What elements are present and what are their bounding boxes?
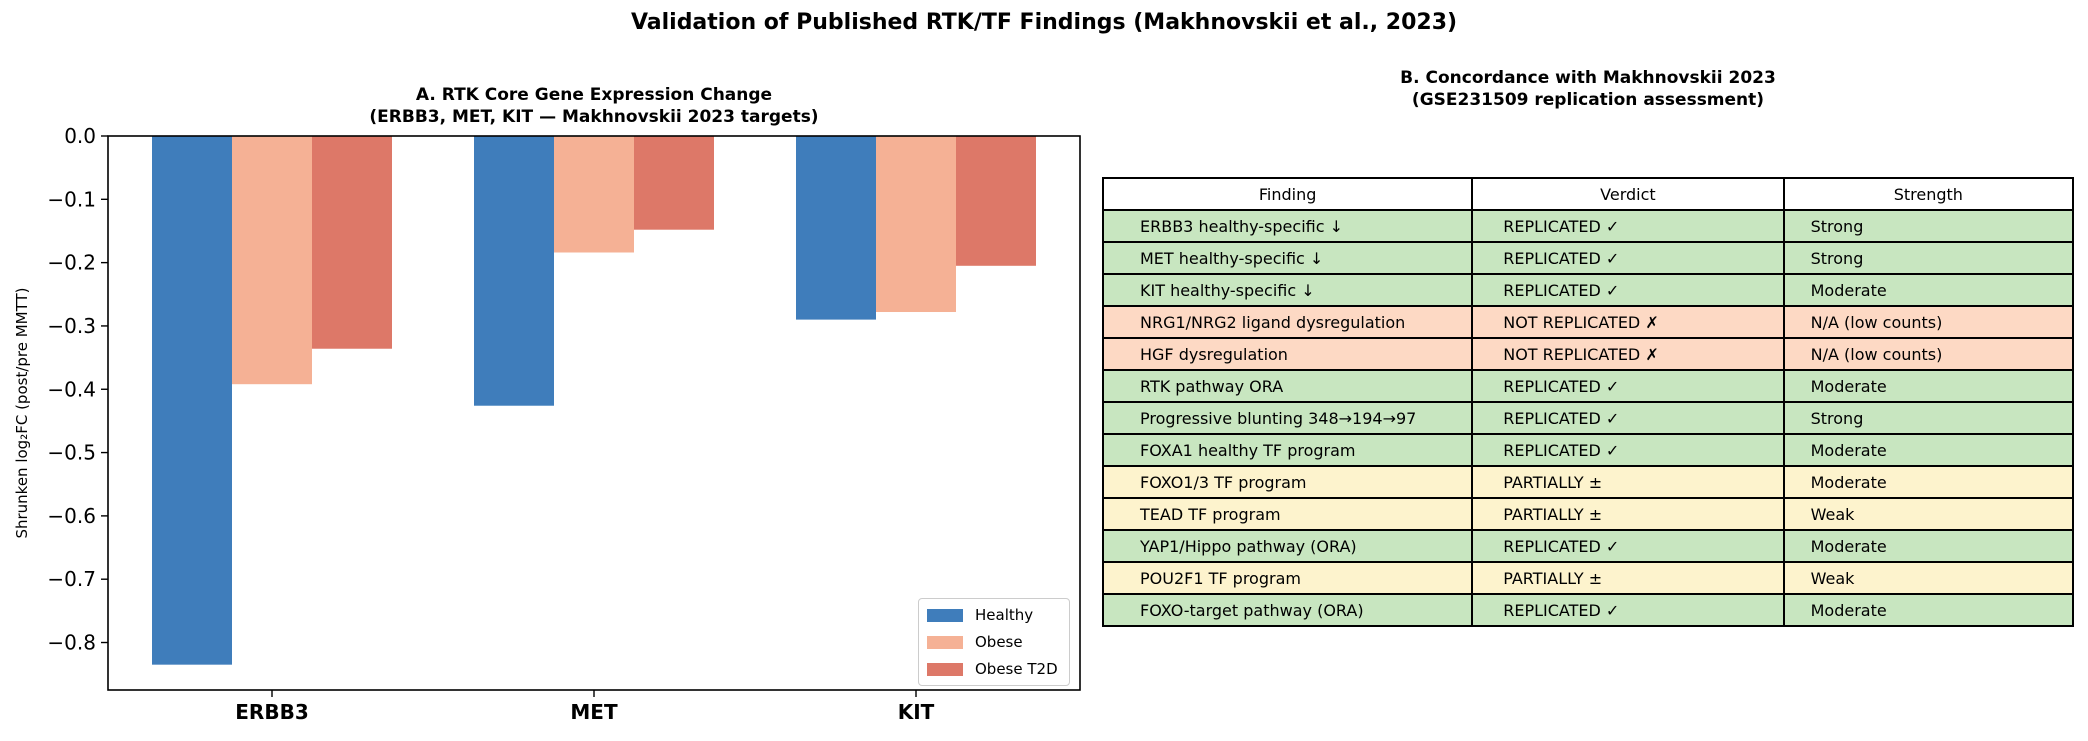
y-tick-label: −0.7 (47, 567, 96, 591)
table-row: FOXO-target pathway (ORA) REPLICATED ✓ Mod… (1101, 593, 2075, 627)
finding-cell: FOXO-target pathway (ORA) (1101, 593, 1474, 627)
table-row: NRG1/NRG2 ligand dysregulation NOT REPLIC… (1101, 305, 2075, 339)
verdict-cell: NOT REPLICATED ✗ (1471, 305, 1785, 339)
table-row: KIT healthy-specific ↓ REPLICATED ✓ Modera… (1101, 273, 2075, 307)
verdict-cell: PARTIALLY ± (1471, 497, 1785, 531)
strength-cell: Weak (1782, 561, 2075, 595)
table-row: Progressive blunting 348→194→97 REPLICATE… (1101, 401, 2075, 435)
table-row: YAP1/Hippo pathway (ORA) REPLICATED ✓ Mode… (1101, 529, 2075, 563)
strength-cell: Moderate (1782, 273, 2075, 307)
panel-a-title-line1: A. RTK Core Gene Expression Change (415, 85, 773, 105)
verdict-cell: REPLICATED ✓ (1471, 401, 1785, 435)
figure-title: Validation of Published RTK/TF Findings … (630, 10, 1458, 35)
finding-cell: NRG1/NRG2 ligand dysregulation (1101, 305, 1474, 339)
y-tick-label: −0.6 (47, 504, 96, 528)
column-header-verdict: Verdict (1471, 177, 1785, 211)
legend-label-obese: Obese (975, 633, 1023, 651)
strength-cell: Weak (1782, 497, 2075, 531)
strength-cell: Moderate (1782, 593, 2075, 627)
finding-cell: TEAD TF program (1101, 497, 1474, 531)
y-tick-label: −0.4 (47, 377, 96, 401)
legend-label-healthy: Healthy (975, 606, 1034, 624)
y-tick-label: −0.2 (47, 251, 96, 275)
table-row: RTK pathway ORA REPLICATED ✓ Moderate (1101, 369, 2075, 403)
finding-cell: FOXA1 healthy TF program (1101, 433, 1474, 467)
x-tick-label: ERBB3 (235, 700, 308, 724)
finding-cell: YAP1/Hippo pathway (ORA) (1101, 529, 1474, 563)
strength-cell: Moderate (1782, 433, 2075, 467)
table-row: TEAD TF program PARTIALLY ± Weak (1101, 497, 2075, 531)
verdict-cell: REPLICATED ✓ (1471, 529, 1785, 563)
table-row: POU2F1 TF program PARTIALLY ± Weak (1101, 561, 2075, 595)
bar-obese-t2d-met (634, 136, 714, 230)
verdict-cell: PARTIALLY ± (1471, 465, 1785, 499)
strength-cell: Moderate (1782, 529, 2075, 563)
concordance-table: Finding Verdict Strength ERBB3 healthy-s… (1101, 177, 2075, 627)
column-header-finding: Finding (1101, 177, 1474, 211)
legend-item-healthy: Healthy (927, 605, 1033, 625)
bar-healthy-met (474, 136, 554, 406)
table-row: ERBB3 healthy-specific ↓ REPLICATED ✓ Stro… (1101, 209, 2075, 243)
bar-obese-t2d-kit (956, 136, 1036, 266)
panel-b-title-line1: B. Concordance with Makhnovskii 2023 (1400, 68, 1776, 88)
finding-cell: FOXO1/3 TF program (1101, 465, 1474, 499)
finding-cell: HGF dysregulation (1101, 337, 1474, 371)
finding-cell: KIT healthy-specific ↓ (1101, 273, 1474, 307)
chart-legend: Healthy Obese Obese T2D (918, 598, 1070, 686)
bar-healthy-erbb3 (152, 136, 232, 665)
verdict-cell: REPLICATED ✓ (1471, 241, 1785, 275)
y-tick-label: −0.5 (47, 441, 96, 465)
x-tick-label: KIT (898, 700, 935, 724)
verdict-cell: REPLICATED ✓ (1471, 433, 1785, 467)
y-tick-label: −0.8 (47, 631, 96, 655)
strength-cell: N/A (low counts) (1782, 305, 2075, 339)
legend-swatch-healthy (927, 608, 963, 622)
finding-cell: Progressive blunting 348→194→97 (1101, 401, 1474, 435)
y-tick-label: 0.0 (64, 124, 96, 148)
strength-cell: Strong (1782, 241, 2075, 275)
table-row: HGF dysregulation NOT REPLICATED ✗ N/A (lo… (1101, 337, 2075, 371)
legend-swatch-obese (927, 635, 963, 649)
verdict-cell: REPLICATED ✓ (1471, 593, 1785, 627)
verdict-cell: PARTIALLY ± (1471, 561, 1785, 595)
table-header-row: Finding Verdict Strength (1101, 177, 2075, 211)
x-tick-label: MET (570, 700, 618, 724)
strength-cell: Strong (1782, 401, 2075, 435)
verdict-cell: REPLICATED ✓ (1471, 209, 1785, 243)
finding-cell: RTK pathway ORA (1101, 369, 1474, 403)
verdict-cell: REPLICATED ✓ (1471, 369, 1785, 403)
panel-b-title-line2: (GSE231509 replication assessment) (1411, 90, 1765, 110)
bar-healthy-kit (796, 136, 876, 320)
legend-label-obese-t2d: Obese T2D (975, 660, 1058, 678)
finding-cell: ERBB3 healthy-specific ↓ (1101, 209, 1474, 243)
verdict-cell: REPLICATED ✓ (1471, 273, 1785, 307)
table-row: FOXA1 healthy TF program REPLICATED ✓ Mode… (1101, 433, 2075, 467)
y-tick-label: −0.3 (47, 314, 96, 338)
panel-a-title-line2: (ERBB3, MET, KIT — Makhnovskii 2023 targ… (369, 107, 819, 127)
panel-b-title: B. Concordance with Makhnovskii 2023 (GS… (1102, 67, 2074, 111)
table-row: FOXO1/3 TF program PARTIALLY ± Moderate (1101, 465, 2075, 499)
column-header-strength: Strength (1782, 177, 2075, 211)
finding-cell: MET healthy-specific ↓ (1101, 241, 1474, 275)
y-axis-label: Shrunken log₂FC (post/pre MMTT) (13, 287, 31, 538)
table-row: MET healthy-specific ↓ REPLICATED ✓ Strong (1101, 241, 2075, 275)
legend-item-obese-t2d: Obese T2D (927, 659, 1058, 679)
bar-obese-kit (876, 136, 956, 313)
legend-item-obese: Obese (927, 632, 1023, 652)
bar-obese-erbb3 (232, 136, 312, 385)
bar-obese-t2d-erbb3 (312, 136, 392, 349)
finding-cell: POU2F1 TF program (1101, 561, 1474, 595)
legend-swatch-obese-t2d (927, 662, 963, 676)
strength-cell: Strong (1782, 209, 2075, 243)
y-tick-label: −0.1 (47, 187, 96, 211)
bar-obese-met (554, 136, 634, 253)
strength-cell: N/A (low counts) (1782, 337, 2075, 371)
strength-cell: Moderate (1782, 369, 2075, 403)
verdict-cell: NOT REPLICATED ✗ (1471, 337, 1785, 371)
strength-cell: Moderate (1782, 465, 2075, 499)
panel-a-title: A. RTK Core Gene Expression Change (ERBB… (108, 84, 1080, 128)
